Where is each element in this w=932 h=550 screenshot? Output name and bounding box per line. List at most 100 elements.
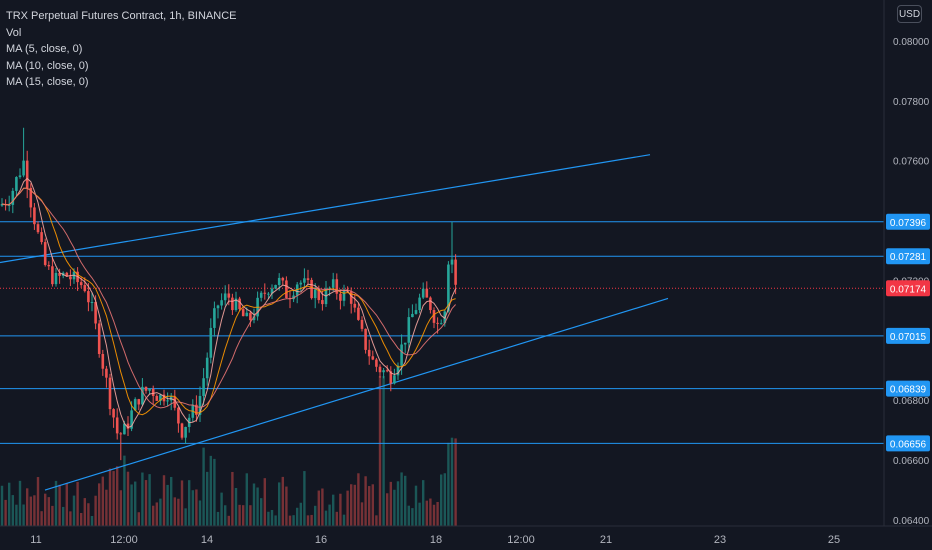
indicator-ma15[interactable]: MA (15, close, 0) bbox=[6, 76, 89, 88]
candle-body bbox=[382, 370, 385, 373]
volume-bar bbox=[11, 495, 14, 526]
price-tick-label: 0.07800 bbox=[893, 97, 930, 108]
volume-bar bbox=[375, 515, 378, 526]
candle-body bbox=[263, 292, 267, 294]
volume-bar bbox=[47, 497, 50, 526]
candle-body bbox=[317, 289, 321, 301]
volume-bar bbox=[134, 481, 137, 526]
currency-button[interactable]: USD bbox=[897, 5, 922, 23]
indicator-ma10[interactable]: MA (10, close, 0) bbox=[6, 59, 89, 72]
candle-body bbox=[313, 289, 317, 299]
price-tick-label: 0.07600 bbox=[893, 157, 930, 168]
volume-bar bbox=[231, 471, 234, 526]
candle-body bbox=[79, 282, 83, 286]
price-tick-label: 0.06800 bbox=[893, 396, 930, 407]
volume-bar bbox=[83, 498, 86, 526]
volume-bar bbox=[198, 500, 202, 526]
candle-body bbox=[342, 290, 346, 301]
candle-body bbox=[331, 279, 335, 288]
volume-bar bbox=[137, 512, 140, 526]
candle-body bbox=[47, 264, 51, 267]
price-tick-label: 0.06400 bbox=[893, 516, 930, 527]
volume-bar bbox=[252, 483, 256, 526]
volume-bar bbox=[101, 476, 104, 526]
level-price-label-box bbox=[886, 380, 930, 397]
volume-bar bbox=[80, 512, 83, 526]
candle-body bbox=[195, 404, 198, 415]
volume-bar bbox=[407, 505, 410, 526]
volume-bar bbox=[432, 504, 436, 526]
time-axis[interactable]: 11 12:00 14 16 18 12:00 21 23 25 bbox=[30, 534, 840, 546]
candle-body bbox=[335, 279, 339, 294]
candle-body bbox=[274, 284, 277, 289]
candle-body bbox=[155, 395, 159, 401]
level-price-label: 0.07396 bbox=[890, 218, 927, 229]
volume-bar bbox=[238, 504, 241, 526]
volume-bar bbox=[357, 473, 360, 526]
volume-bar bbox=[267, 511, 270, 526]
candle-body bbox=[389, 371, 393, 384]
volume-bar bbox=[29, 496, 32, 526]
candle-body bbox=[339, 293, 342, 301]
candle-body bbox=[281, 277, 285, 281]
volume-bar bbox=[159, 498, 162, 526]
candle-body bbox=[411, 313, 414, 318]
volume-bar bbox=[195, 489, 198, 526]
level-price-label-box bbox=[886, 248, 930, 265]
volume-bar bbox=[378, 376, 382, 526]
volume-bar bbox=[94, 495, 97, 526]
horizontal-levels bbox=[0, 221, 884, 444]
volume-bar bbox=[166, 484, 169, 526]
indicator-ma5[interactable]: MA (5, close, 0) bbox=[6, 43, 83, 55]
candle-body bbox=[115, 417, 119, 434]
volume-bar bbox=[209, 455, 212, 526]
symbol-title[interactable]: TRX Perpetual Futures Contract, 1h, BINA… bbox=[6, 10, 237, 22]
indicator-vol[interactable]: Vol bbox=[6, 26, 22, 39]
volume-bar bbox=[346, 490, 349, 526]
candle-body bbox=[414, 310, 418, 314]
volume-bar bbox=[425, 500, 428, 526]
volume-bar bbox=[364, 476, 367, 526]
candle-body bbox=[385, 370, 389, 372]
volume-bar bbox=[4, 499, 7, 526]
volume-bar bbox=[123, 455, 126, 526]
candle-body bbox=[375, 359, 378, 367]
volume-bar bbox=[26, 488, 29, 526]
volume-bar bbox=[51, 505, 54, 526]
ma5-line bbox=[1, 177, 457, 429]
candle-body bbox=[353, 303, 357, 308]
volume-bar bbox=[58, 484, 61, 526]
candle-body bbox=[162, 394, 166, 402]
candle-body bbox=[22, 160, 25, 176]
volume-bar bbox=[245, 473, 248, 526]
price-tick-label: 0.08000 bbox=[893, 37, 930, 48]
candle-body bbox=[148, 388, 151, 391]
volume-bar bbox=[216, 511, 220, 526]
volume-bar bbox=[44, 493, 47, 526]
volume-bar bbox=[152, 505, 155, 526]
candle-body bbox=[277, 277, 281, 285]
volume-bar bbox=[162, 475, 166, 526]
candle-body bbox=[252, 316, 256, 321]
level-price-label-box bbox=[886, 213, 930, 230]
candle-body bbox=[349, 291, 353, 304]
volume-bar bbox=[389, 481, 392, 526]
volume-bar bbox=[112, 471, 115, 526]
volume-bar bbox=[90, 515, 94, 526]
volume-bar bbox=[249, 505, 252, 526]
candle-body bbox=[400, 344, 403, 366]
volume-bar bbox=[170, 476, 173, 526]
candle-body bbox=[407, 317, 411, 343]
candle-body bbox=[267, 293, 270, 295]
volume-bar bbox=[454, 438, 457, 526]
volume-bar bbox=[317, 490, 320, 526]
volume-bar bbox=[400, 472, 403, 526]
candle-body bbox=[421, 288, 425, 298]
candle-body bbox=[259, 292, 263, 298]
volume-bar bbox=[299, 502, 302, 526]
volume-bar bbox=[368, 486, 371, 526]
volume-bar bbox=[141, 472, 144, 526]
volume-bar bbox=[414, 485, 418, 526]
volume-bar bbox=[144, 480, 148, 526]
